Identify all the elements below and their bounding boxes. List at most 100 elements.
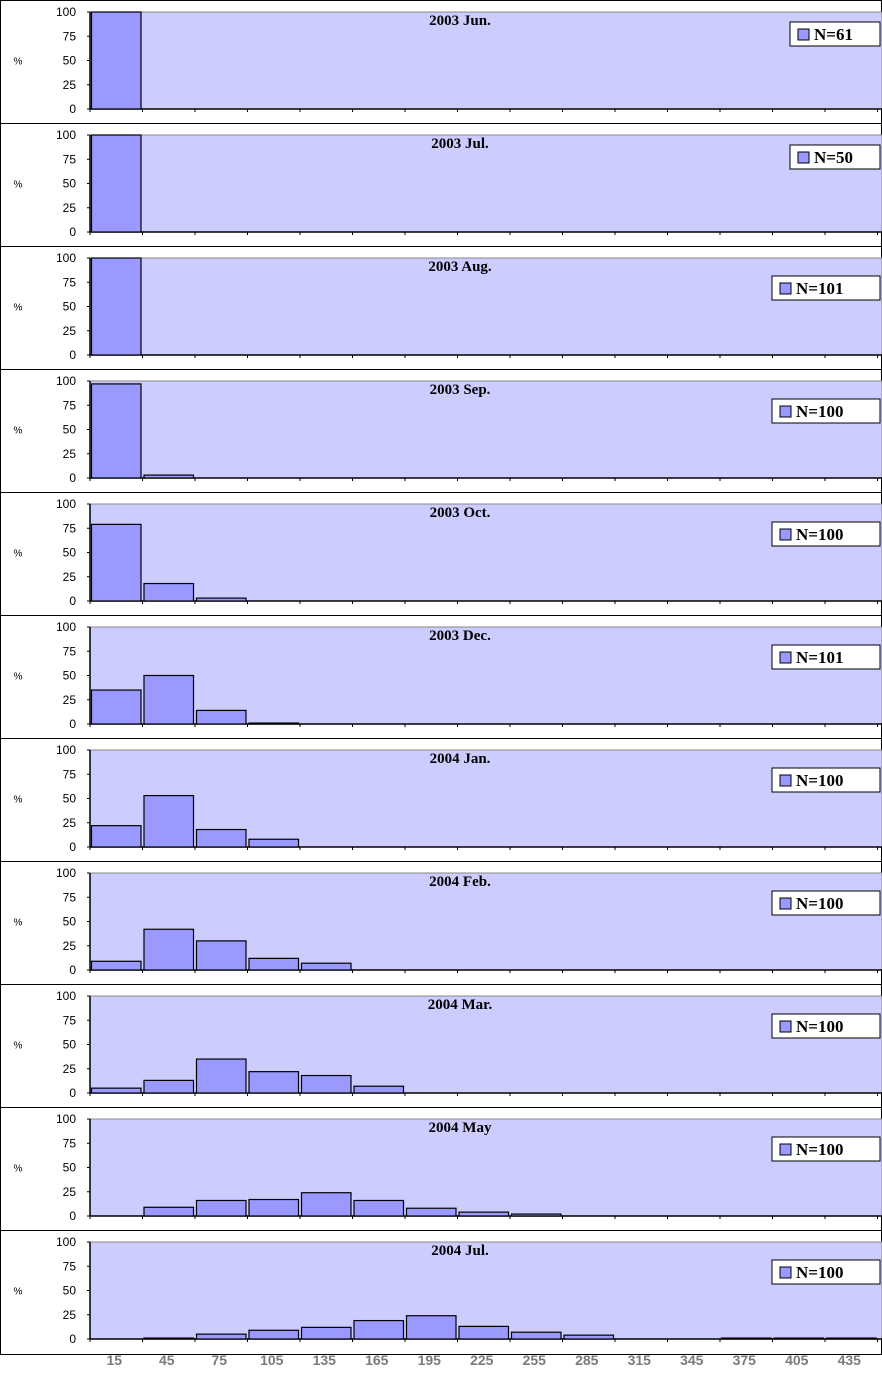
legend-swatch bbox=[779, 528, 792, 541]
histogram-bar bbox=[143, 1206, 195, 1217]
y-tick-label: 50 bbox=[63, 915, 77, 929]
histogram-bar bbox=[773, 1337, 825, 1340]
y-tick-label: 100 bbox=[56, 989, 76, 1003]
histogram-bar bbox=[248, 1329, 300, 1340]
y-tick-label: 75 bbox=[63, 152, 77, 166]
histogram-panel: 100 75 50 25 0% 2003 Oct. N=100 bbox=[0, 492, 882, 608]
y-tick-label: 0 bbox=[69, 594, 76, 608]
legend-box bbox=[771, 767, 881, 793]
histogram-panel: 100 75 50 25 0% 2003 Sep. N=100 bbox=[0, 369, 882, 485]
histogram-bar bbox=[405, 1207, 457, 1217]
y-tick-label: 25 bbox=[63, 939, 77, 953]
histogram-bar bbox=[143, 474, 195, 479]
histogram-bar bbox=[458, 1325, 510, 1340]
y-tick-label: 0 bbox=[69, 963, 76, 977]
histogram-bar bbox=[248, 1071, 300, 1094]
legend-label: N=101 bbox=[796, 648, 843, 667]
legend-label: N=100 bbox=[796, 894, 843, 913]
histogram-bar bbox=[195, 940, 247, 971]
x-tick-label: 75 bbox=[211, 1352, 227, 1368]
legend-swatch bbox=[779, 282, 792, 295]
histogram-bar bbox=[195, 1333, 247, 1340]
histogram-panel: 100 75 50 25 0% 2004 Jul. N=100 bbox=[0, 1230, 882, 1346]
legend-label: N=100 bbox=[796, 771, 843, 790]
y-axis-label: % bbox=[14, 1041, 23, 1052]
histogram-bar bbox=[248, 957, 300, 971]
histogram-bar bbox=[195, 828, 247, 848]
x-tick-label: 135 bbox=[313, 1352, 337, 1368]
y-tick-label: 25 bbox=[63, 1185, 77, 1199]
y-tick-label: 0 bbox=[69, 1332, 76, 1346]
histogram-bar bbox=[90, 1087, 142, 1094]
y-tick-label: 25 bbox=[63, 570, 77, 584]
histogram-bar bbox=[90, 960, 142, 971]
y-tick-label: 75 bbox=[63, 1013, 77, 1027]
y-tick-label: 0 bbox=[69, 471, 76, 485]
plot-area bbox=[89, 380, 882, 479]
x-tick-label: 255 bbox=[523, 1352, 547, 1368]
y-tick-label: 0 bbox=[69, 717, 76, 731]
x-tick-label: 435 bbox=[838, 1352, 862, 1368]
panel-title: 2003 Sep. bbox=[430, 382, 491, 398]
panel-title: 2004 Feb. bbox=[429, 874, 491, 890]
histogram-bar bbox=[143, 1337, 195, 1340]
histogram-bar bbox=[195, 1058, 247, 1094]
legend-label: N=100 bbox=[796, 1017, 843, 1036]
histogram-panel: 100 75 50 25 0% 2003 Aug. N=101 bbox=[0, 246, 882, 362]
y-tick-label: 25 bbox=[63, 1308, 77, 1322]
y-tick-label: 50 bbox=[63, 300, 77, 314]
histogram-panel: 100 75 50 25 0% 2003 Jun. N=61 bbox=[14, 5, 882, 116]
panel-title: 2004 Mar. bbox=[428, 997, 493, 1013]
legend-box bbox=[771, 1136, 881, 1162]
y-tick-label: 100 bbox=[56, 620, 76, 634]
histogram-bar bbox=[353, 1319, 405, 1340]
y-axis-label: % bbox=[14, 426, 23, 437]
legend-label: N=101 bbox=[796, 279, 843, 298]
panel-title: 2004 May bbox=[429, 1120, 492, 1136]
histogram-bar bbox=[143, 674, 195, 725]
panel-title: 2003 Jun. bbox=[429, 13, 491, 29]
legend-swatch bbox=[779, 1020, 792, 1033]
legend-label: N=100 bbox=[796, 402, 843, 421]
y-tick-label: 0 bbox=[69, 348, 76, 362]
y-tick-label: 0 bbox=[69, 102, 76, 116]
histogram-bar bbox=[458, 1211, 510, 1217]
histogram-bar bbox=[143, 582, 195, 602]
y-tick-label: 100 bbox=[56, 1112, 76, 1126]
y-tick-label: 25 bbox=[63, 201, 77, 215]
y-tick-label: 100 bbox=[56, 251, 76, 265]
histogram-bar bbox=[353, 1085, 405, 1094]
y-axis-label: % bbox=[14, 918, 23, 929]
y-tick-label: 50 bbox=[63, 177, 77, 191]
legend-swatch bbox=[779, 405, 792, 418]
legend-label: N=100 bbox=[796, 1140, 843, 1159]
x-tick-label: 225 bbox=[470, 1352, 494, 1368]
y-tick-label: 75 bbox=[63, 398, 77, 412]
histogram-bar bbox=[143, 1079, 195, 1094]
histogram-panel: 100 75 50 25 0% 2004 May N=100 bbox=[0, 1107, 882, 1223]
y-tick-label: 100 bbox=[56, 866, 76, 880]
y-tick-label: 25 bbox=[63, 78, 77, 92]
legend-label: N=61 bbox=[814, 25, 853, 44]
y-tick-label: 100 bbox=[56, 743, 76, 757]
histogram-bar bbox=[248, 838, 300, 848]
histogram-bar bbox=[720, 1337, 772, 1340]
histogram-panel: 100 75 50 25 0% 2004 Mar. N=100 bbox=[0, 984, 882, 1100]
x-tick-label: 375 bbox=[733, 1352, 757, 1368]
histogram-panel: 100 75 50 25 0% 2004 Jan. N=100 bbox=[0, 738, 882, 854]
y-tick-label: 75 bbox=[63, 1136, 77, 1150]
legend-swatch bbox=[797, 28, 810, 41]
histogram-bar bbox=[90, 523, 142, 602]
y-tick-label: 75 bbox=[63, 1259, 77, 1273]
y-tick-label: 50 bbox=[63, 546, 77, 560]
legend-label: N=50 bbox=[814, 148, 853, 167]
panel-title: 2004 Jul. bbox=[431, 1243, 489, 1259]
y-axis-label: % bbox=[14, 57, 23, 68]
histogram-bar bbox=[300, 962, 352, 971]
y-tick-label: 25 bbox=[63, 1062, 77, 1076]
y-tick-label: 0 bbox=[69, 1086, 76, 1100]
y-tick-label: 25 bbox=[63, 693, 77, 707]
y-tick-label: 50 bbox=[63, 54, 77, 68]
x-tick-label: 405 bbox=[785, 1352, 809, 1368]
